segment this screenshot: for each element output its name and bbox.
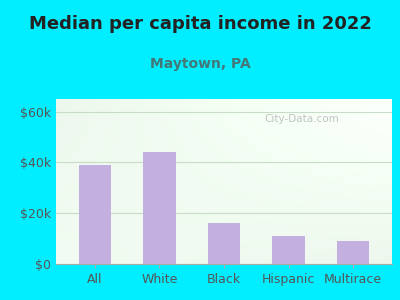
Bar: [208, 224, 240, 264]
Bar: [272, 236, 305, 264]
Bar: [143, 152, 176, 264]
Bar: [79, 165, 111, 264]
Text: Maytown, PA: Maytown, PA: [150, 57, 250, 71]
Bar: [337, 241, 369, 264]
Text: Median per capita income in 2022: Median per capita income in 2022: [28, 15, 372, 33]
Text: City-Data.com: City-Data.com: [264, 114, 339, 124]
